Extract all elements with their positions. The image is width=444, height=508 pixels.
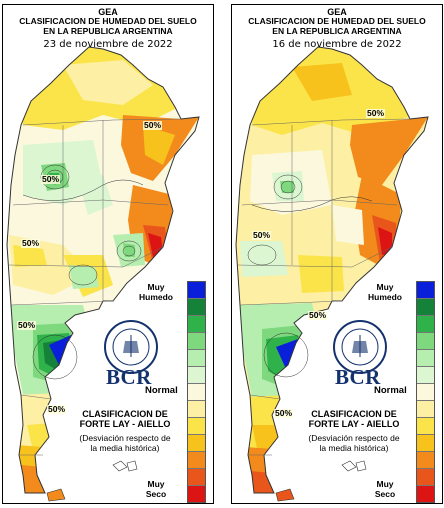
scale-cell xyxy=(188,350,205,367)
legend-wet-line2: Humedo xyxy=(139,292,173,302)
classification-title: CLASIFICACION DE FORTE LAY - AIELLO xyxy=(63,409,187,429)
scale-cell xyxy=(188,435,205,452)
organization-label: GEA xyxy=(327,7,347,17)
contour-label: 50% xyxy=(143,120,163,130)
classification-subtitle: (Desviación respecto de la media históri… xyxy=(292,433,416,453)
scale-cell xyxy=(188,418,205,435)
scale-cell xyxy=(188,299,205,316)
legend-dry-line1: Muy xyxy=(376,479,394,489)
bcr-logo-text: BCR xyxy=(106,365,152,389)
legend-dry-label: Muy Seco xyxy=(127,479,185,499)
scale-cell xyxy=(417,333,434,350)
map-title: CLASIFICACION DE HUMEDAD DEL SUELO EN LA… xyxy=(3,16,213,36)
scale-cell xyxy=(417,350,434,367)
classification-title-line2: FORTE LAY - AIELLO xyxy=(79,419,171,429)
scale-cell xyxy=(188,486,205,502)
bcr-seal-logo xyxy=(333,320,387,374)
scale-cell xyxy=(417,299,434,316)
legend-wet-line2: Humedo xyxy=(368,292,402,302)
scale-cell xyxy=(417,282,434,299)
scale-cell xyxy=(417,452,434,469)
scale-cell xyxy=(417,316,434,333)
legend-dry-line2: Seco xyxy=(145,489,167,499)
legend-normal-label: Normal xyxy=(374,385,407,396)
moisture-color-scale xyxy=(416,281,435,503)
classification-title-line2: FORTE LAY - AIELLO xyxy=(308,419,400,429)
map-title-line1: CLASIFICACION DE HUMEDAD DEL SUELO xyxy=(19,16,197,26)
scale-cell xyxy=(417,367,434,384)
scale-cell xyxy=(188,401,205,418)
classification-subtitle: (Desviación respecto de la media históri… xyxy=(63,433,187,453)
contour-label: 50% xyxy=(308,310,328,320)
scale-cell xyxy=(188,316,205,333)
map-date: 23 de noviembre de 2022 xyxy=(43,39,173,50)
map-title-line2: EN LA REPUBLICA ARGENTINA xyxy=(272,26,402,36)
classification-subtitle-line2: la media histórica) xyxy=(319,443,389,453)
legend-wet-line1: Muy xyxy=(147,282,165,292)
scale-cell xyxy=(188,469,205,486)
legend-dry-label: Muy Seco xyxy=(356,479,414,499)
map-panel-left: GEA CLASIFICACION DE HUMEDAD DEL SUELO E… xyxy=(2,4,214,504)
classification-subtitle-line1: (Desviación respecto de xyxy=(79,433,171,443)
classification-title-line1: CLASIFICACION DE xyxy=(311,409,397,419)
contour-label: 50% xyxy=(47,404,67,414)
contour-label: 50% xyxy=(41,174,61,184)
map-title-line2: EN LA REPUBLICA ARGENTINA xyxy=(43,26,173,36)
legend-dry-line1: Muy xyxy=(147,479,165,489)
map-title: CLASIFICACION DE HUMEDAD DEL SUELO EN LA… xyxy=(232,16,442,36)
contour-label: 50% xyxy=(17,320,37,330)
classification-title: CLASIFICACION DE FORTE LAY - AIELLO xyxy=(292,409,416,429)
map-date: 16 de noviembre de 2022 xyxy=(272,39,402,50)
contour-label: 50% xyxy=(274,408,294,418)
legend-dry-line2: Seco xyxy=(374,489,396,499)
map-title-line1: CLASIFICACION DE HUMEDAD DEL SUELO xyxy=(248,16,426,26)
classification-subtitle-line2: la media histórica) xyxy=(90,443,160,453)
legend-normal-label: Normal xyxy=(145,385,178,396)
scale-cell xyxy=(188,282,205,299)
legend-wet-label: Muy Humedo xyxy=(127,282,185,302)
bcr-seal-logo xyxy=(104,320,158,374)
moisture-color-scale xyxy=(187,281,206,503)
organization-label: GEA xyxy=(98,7,118,17)
contour-label: 50% xyxy=(252,230,272,240)
scale-cell xyxy=(417,418,434,435)
scale-cell xyxy=(188,452,205,469)
scale-cell xyxy=(417,435,434,452)
classification-subtitle-line1: (Desviación respecto de xyxy=(308,433,400,443)
scale-cell xyxy=(417,401,434,418)
legend-wet-label: Muy Humedo xyxy=(356,282,414,302)
bcr-logo-text: BCR xyxy=(335,365,381,389)
scale-cell xyxy=(417,486,434,502)
scale-cell xyxy=(188,333,205,350)
scale-cell xyxy=(417,469,434,486)
contour-label: 50% xyxy=(21,238,41,248)
contour-label: 50% xyxy=(366,108,386,118)
scale-cell xyxy=(188,384,205,401)
map-panel-right: GEA CLASIFICACION DE HUMEDAD DEL SUELO E… xyxy=(231,4,443,504)
classification-title-line1: CLASIFICACION DE xyxy=(82,409,168,419)
scale-cell xyxy=(188,367,205,384)
scale-cell xyxy=(417,384,434,401)
legend-wet-line1: Muy xyxy=(376,282,394,292)
